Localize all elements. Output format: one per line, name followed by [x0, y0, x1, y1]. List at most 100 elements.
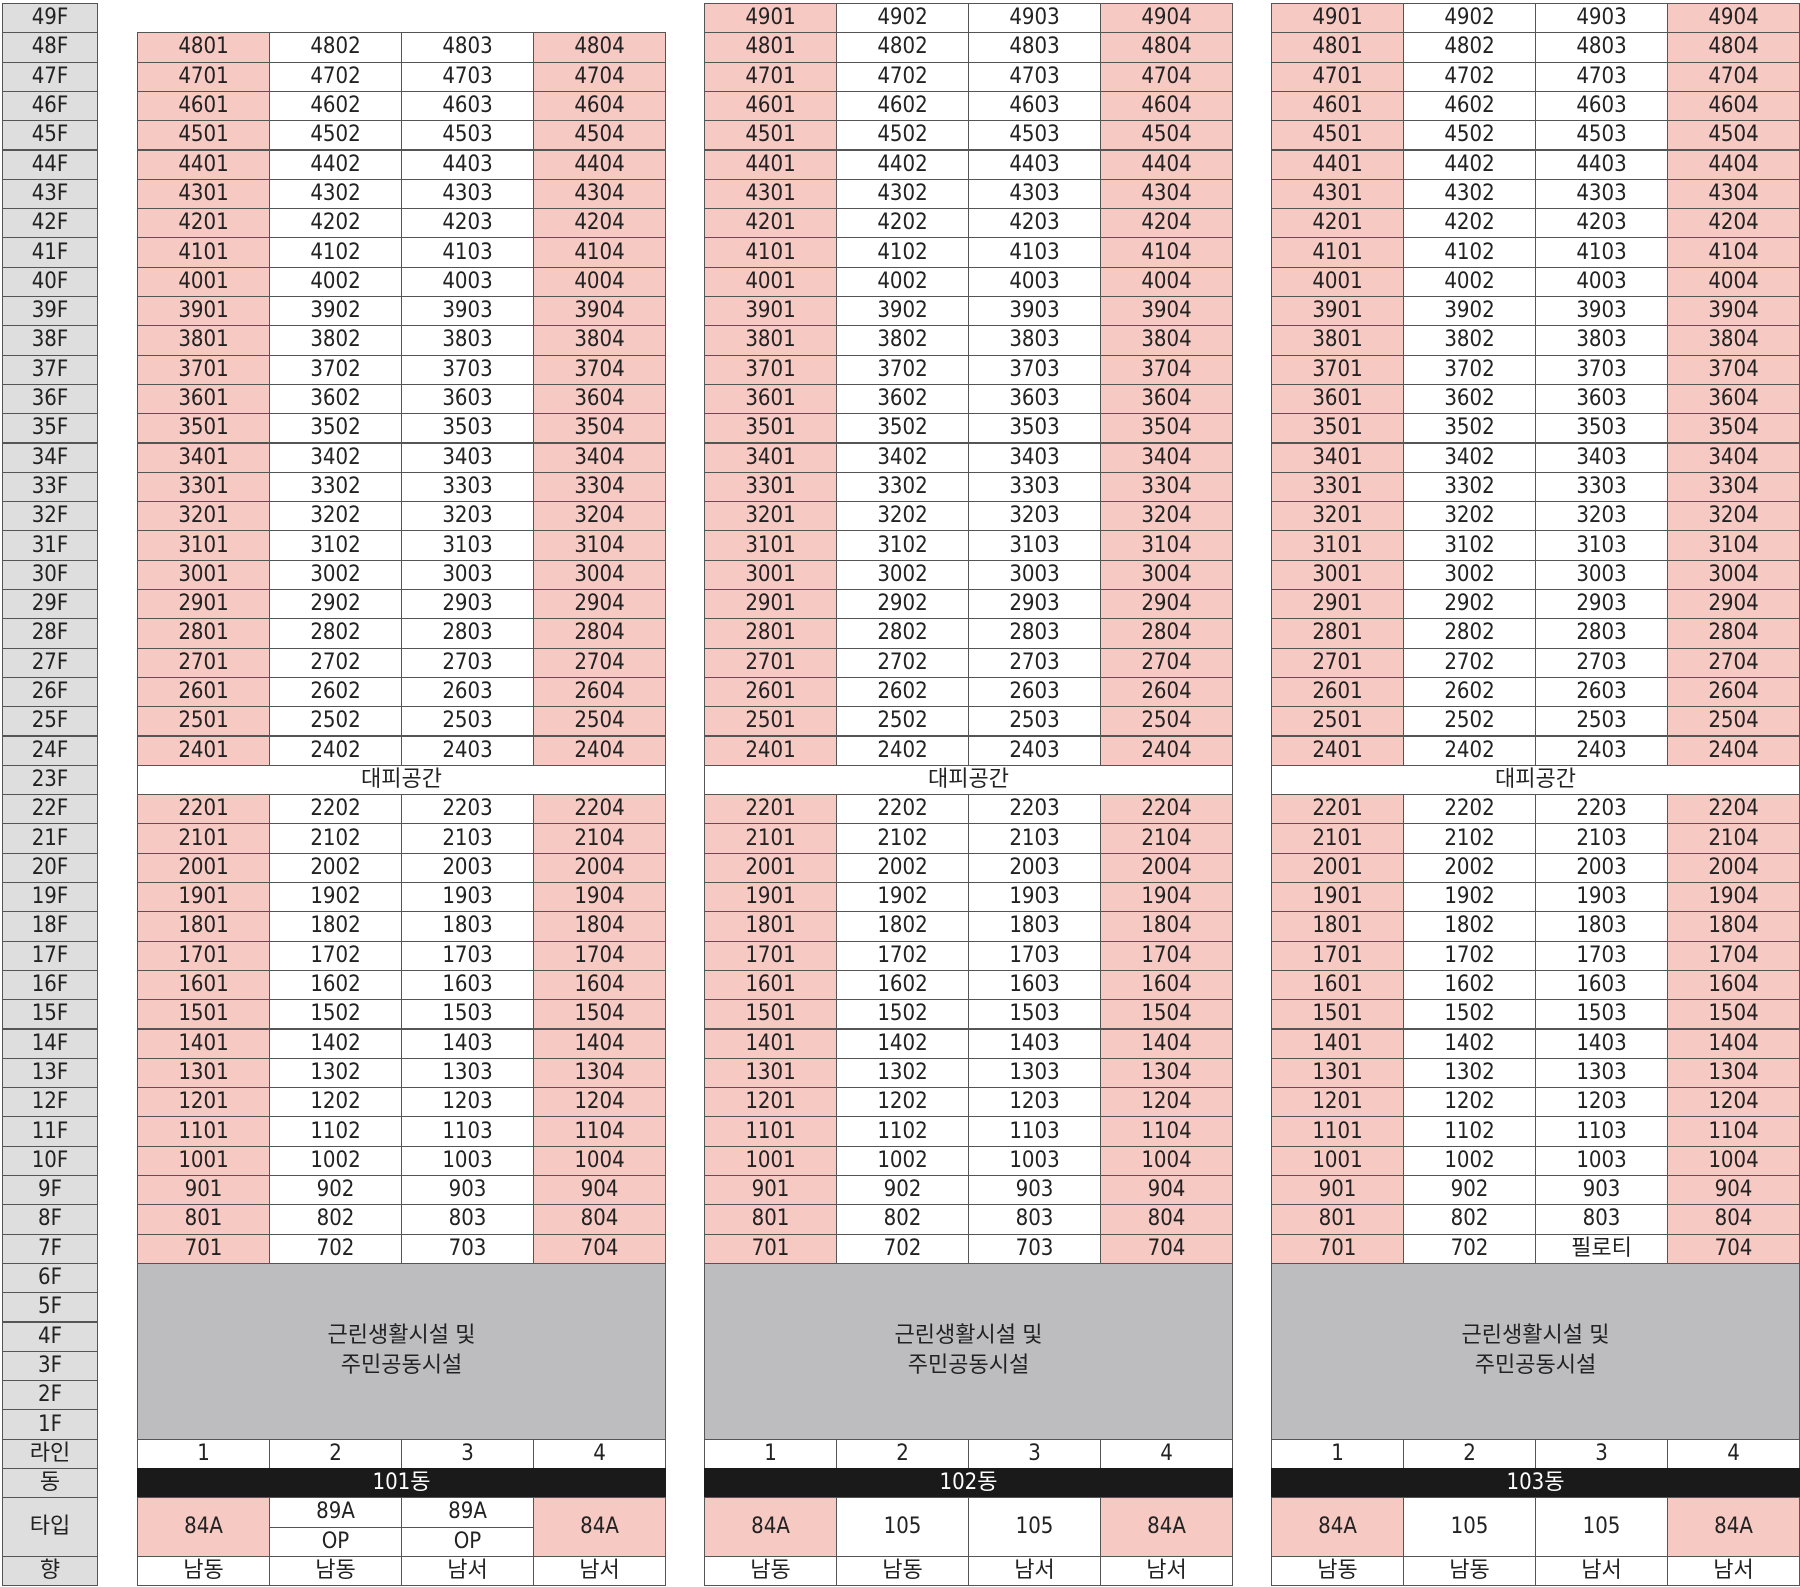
floor-label: 21F [2, 823, 98, 854]
unit-cell: 1001 [704, 1145, 837, 1176]
unit-cell: 1304 [1667, 1057, 1800, 1089]
unit-cell: 701 [137, 1233, 270, 1264]
floor-label: 7F [2, 1233, 98, 1264]
floor-label: 46F [2, 90, 98, 122]
unit-cell: 3802 [1403, 325, 1536, 356]
unit-cell: 4203 [1535, 208, 1668, 239]
floor-label: 12F [2, 1087, 98, 1118]
unit-cell: 2202 [269, 794, 402, 825]
unit-cell: 2104 [1667, 823, 1800, 854]
unit-cell: 1404 [1100, 1028, 1233, 1059]
unit-cell: 1604 [1667, 969, 1800, 1001]
floor-label: 6F [2, 1262, 98, 1294]
unit-cell: 3901 [704, 296, 837, 327]
unit-cell: 1203 [401, 1087, 534, 1118]
unit-cell: 3604 [1100, 383, 1233, 415]
unit-cell: 2901 [137, 589, 270, 620]
unit-cell: 1803 [1535, 911, 1668, 942]
unit-cell: 1604 [533, 969, 666, 1001]
unit-cell: 3201 [704, 501, 837, 532]
unit-direction: 남동 [269, 1555, 402, 1587]
unit-cell: 4803 [401, 32, 534, 63]
unit-cell: 3704 [1100, 354, 1233, 385]
unit-cell: 1901 [137, 882, 270, 913]
unit-cell: 4103 [1535, 237, 1668, 268]
unit-cell: 3104 [1100, 530, 1233, 561]
line-number: 3 [401, 1438, 534, 1469]
unit-cell: 903 [1535, 1175, 1668, 1206]
unit-cell: 4204 [1667, 208, 1800, 239]
unit-cell: 1203 [968, 1087, 1101, 1118]
unit-cell: 1501 [704, 999, 837, 1030]
unit-cell: 2704 [533, 647, 666, 678]
unit-cell: 4802 [1403, 32, 1536, 63]
unit-cell: 1603 [401, 969, 534, 1001]
unit-cell: 2404 [533, 735, 666, 766]
floor-label: 23F [2, 764, 98, 796]
unit-type: 84A [137, 1497, 270, 1557]
unit-cell: 4002 [1403, 266, 1536, 297]
unit-cell: 2002 [269, 852, 402, 883]
unit-cell: 3803 [968, 325, 1101, 356]
unit-cell: 1901 [1271, 882, 1404, 913]
unit-cell: 3403 [968, 442, 1101, 473]
floor-label: 22F [2, 794, 98, 825]
unit-cell: 3601 [1271, 383, 1404, 415]
unit-cell: 4802 [269, 32, 402, 63]
building-name: 103동 [1271, 1468, 1800, 1499]
unit-cell: 801 [704, 1204, 837, 1235]
unit-cell: 2404 [1100, 735, 1233, 766]
unit-cell: 1002 [1403, 1145, 1536, 1176]
unit-cell: 4602 [269, 90, 402, 122]
unit-cell: 4603 [968, 90, 1101, 122]
unit-cell: 3102 [1403, 530, 1536, 561]
unit-cell: 4201 [137, 208, 270, 239]
unit-cell: 2004 [533, 852, 666, 883]
unit-cell: 4904 [1100, 3, 1233, 34]
unit-cell: 703 [968, 1233, 1101, 1264]
unit-cell: 704 [1100, 1233, 1233, 1264]
unit-cell: 2002 [836, 852, 969, 883]
floor-label: 26F [2, 676, 98, 708]
unit-cell: 3801 [704, 325, 837, 356]
unit-cell: 3601 [137, 383, 270, 415]
unit-cell: 4402 [1403, 149, 1536, 180]
floor-label: 5F [2, 1292, 98, 1323]
floor-label: 33F [2, 471, 98, 503]
floor-label: 14F [2, 1028, 98, 1059]
unit-cell: 1304 [1100, 1057, 1233, 1089]
unit-cell: 2602 [1403, 676, 1536, 708]
unit-cell: 3201 [137, 501, 270, 532]
unit-cell: 1101 [1271, 1116, 1404, 1147]
unit-cell: 4403 [401, 149, 534, 180]
floor-label: 1F [2, 1409, 98, 1440]
unit-cell: 3903 [401, 296, 534, 327]
unit-direction: 남동 [836, 1555, 969, 1587]
unit-cell: 3004 [533, 559, 666, 590]
unit-cell: 3702 [269, 354, 402, 385]
unit-cell: 3001 [1271, 559, 1404, 590]
unit-cell: 3503 [401, 413, 534, 444]
unit-cell: 4204 [533, 208, 666, 239]
unit-cell: 1302 [269, 1057, 402, 1089]
unit-cell: 904 [1100, 1175, 1233, 1206]
unit-cell: 3602 [836, 383, 969, 415]
unit-cell: 3804 [1100, 325, 1233, 356]
unit-cell: 3302 [836, 471, 969, 503]
unit-cell: 2601 [704, 676, 837, 708]
unit-cell: 3803 [401, 325, 534, 356]
unit-cell: 4304 [1667, 178, 1800, 210]
piloti-cell: 필로티 [1535, 1233, 1668, 1264]
unit-cell: 4201 [1271, 208, 1404, 239]
unit-cell: 702 [269, 1233, 402, 1264]
unit-cell: 2402 [836, 735, 969, 766]
unit-cell: 3603 [1535, 383, 1668, 415]
unit-cell: 4502 [1403, 120, 1536, 151]
unit-cell: 2401 [704, 735, 837, 766]
unit-cell: 2701 [1271, 647, 1404, 678]
floor-label: 16F [2, 969, 98, 1001]
unit-cell: 1002 [836, 1145, 969, 1176]
unit-cell: 1003 [968, 1145, 1101, 1176]
unit-cell: 3902 [1403, 296, 1536, 327]
unit-cell: 3501 [137, 413, 270, 444]
